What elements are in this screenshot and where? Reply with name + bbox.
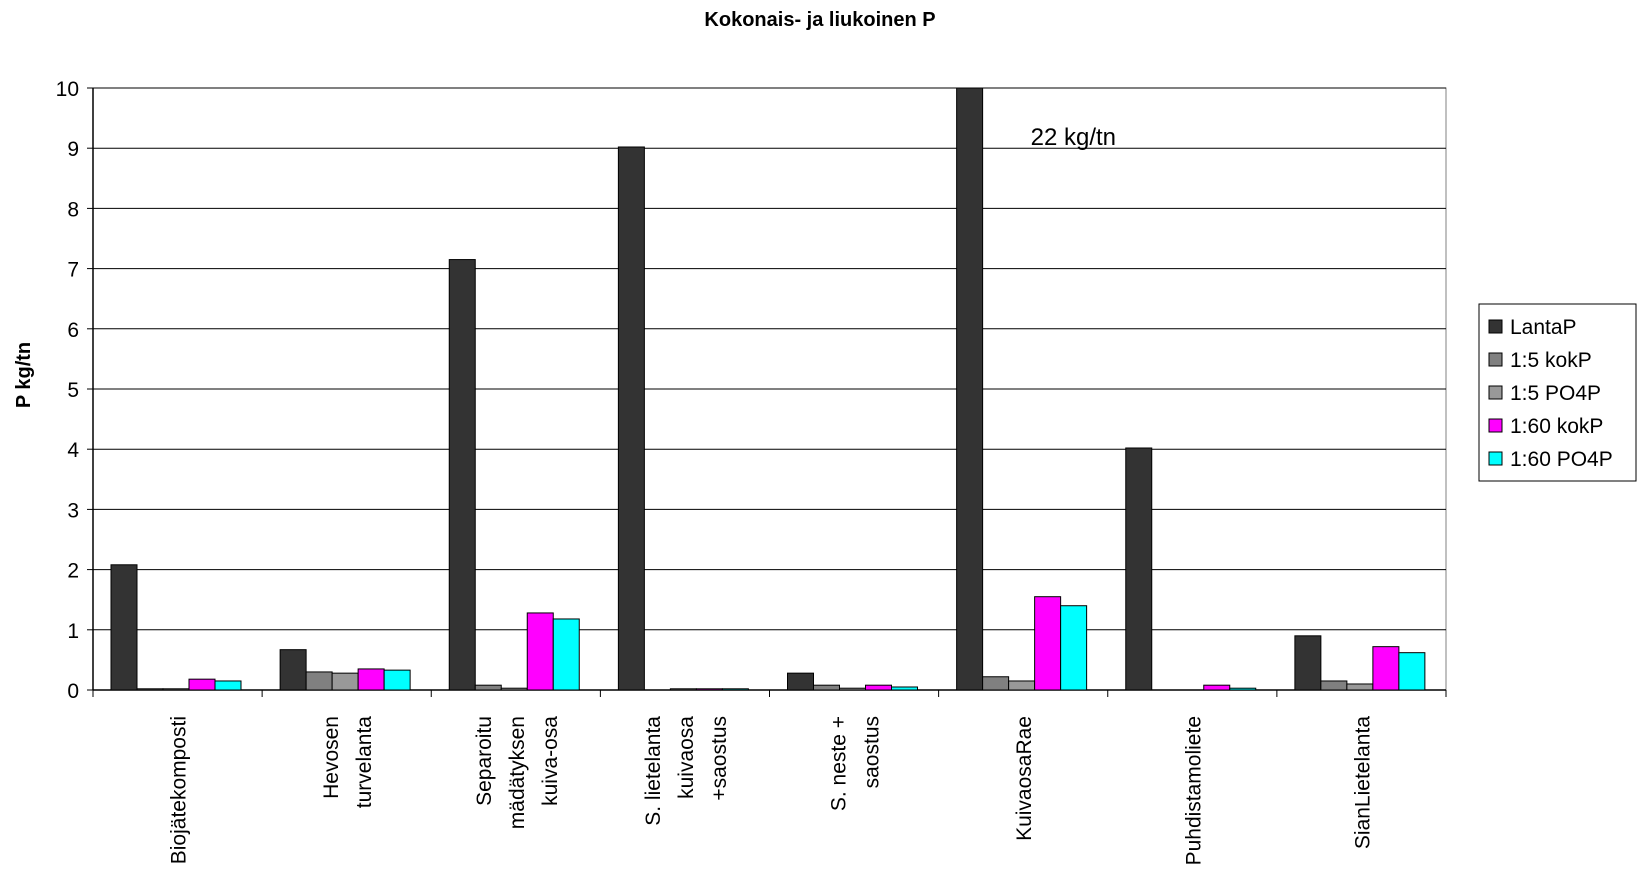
bar	[669, 688, 697, 691]
bar	[474, 684, 502, 691]
bar	[331, 672, 359, 691]
bar	[110, 564, 138, 691]
legend-swatch	[1488, 451, 1503, 466]
category-label: SianLietelanta	[1351, 716, 1374, 849]
legend-label: 1:5 kokP	[1510, 349, 1592, 372]
bar	[1372, 646, 1400, 691]
legend-box	[1478, 303, 1637, 482]
bar	[1346, 683, 1374, 691]
bar	[1294, 635, 1322, 691]
bar	[305, 671, 333, 691]
legend-swatch	[1488, 319, 1503, 334]
category-label: kuivaosa	[675, 716, 698, 799]
y-tick-label: 6	[67, 319, 79, 342]
category-label: kuiva-osa	[539, 716, 562, 806]
category-label: S. neste +	[828, 716, 851, 811]
category-label: KuivaosaRae	[1013, 716, 1036, 841]
legend-label: 1:5 PO4P	[1510, 382, 1601, 405]
bar	[1125, 447, 1153, 691]
bar	[839, 687, 866, 691]
annotation-label: 22 kg/tn	[1031, 124, 1116, 151]
bar	[136, 688, 164, 691]
bar	[1229, 687, 1257, 691]
category-label: mädätyksen	[506, 716, 529, 829]
y-tick-label: 10	[56, 78, 79, 101]
bar	[787, 672, 814, 691]
legend-label: 1:60 kokP	[1510, 415, 1603, 438]
category-label: saostus	[861, 716, 884, 788]
category-label: turvelanta	[353, 716, 376, 809]
bar	[448, 259, 476, 691]
bar	[1034, 596, 1062, 691]
legend-swatch	[1488, 352, 1503, 367]
category-label: Separoitu	[473, 716, 496, 806]
legend-label: 1:60 PO4P	[1510, 448, 1613, 471]
bar	[214, 680, 242, 691]
bar	[1203, 684, 1231, 691]
chart-title: Kokonais- ja liukoinen P	[704, 9, 935, 31]
bar	[500, 687, 528, 691]
bar	[188, 678, 216, 691]
y-axis-label: P kg/tn	[13, 342, 35, 408]
y-tick-label: 4	[67, 439, 79, 462]
bar	[891, 686, 918, 691]
y-tick-label: 3	[67, 499, 79, 522]
bar	[526, 612, 554, 691]
category-label: Hevosen	[320, 716, 343, 799]
bar	[956, 87, 984, 691]
bar	[162, 688, 190, 691]
bar	[552, 618, 580, 691]
y-tick-label: 1	[67, 620, 79, 643]
bar	[1008, 680, 1036, 691]
legend: LantaP 1:5 kokP 1:5 PO4P 1:60 kokP 1:60 PO4P	[1478, 303, 1637, 482]
bar	[982, 676, 1010, 691]
bar	[617, 146, 645, 691]
category-label: Biojätekomposti	[168, 716, 191, 864]
legend-swatch	[1488, 385, 1503, 400]
plot-area: 0 1 2 3 4 5 6 7 8 9 10 Biojätekomposti Hevosen turvel…	[56, 78, 1447, 865]
y-tick-label: 9	[67, 138, 79, 161]
bar	[695, 688, 723, 691]
y-tick-label: 8	[67, 198, 79, 221]
bar	[813, 684, 840, 691]
category-label: Puhdistamoliete	[1182, 716, 1205, 865]
bar	[1060, 605, 1088, 691]
y-tick-label: 7	[67, 259, 79, 282]
y-tick-label: 5	[67, 379, 79, 402]
bar	[865, 684, 892, 691]
category-label: S. lietelanta	[642, 716, 665, 826]
bar	[279, 649, 307, 691]
legend-swatch	[1488, 418, 1503, 433]
category-label: +saostus	[708, 716, 731, 801]
bar	[1320, 680, 1348, 691]
legend-label: LantaP	[1510, 316, 1577, 339]
bar	[1398, 652, 1426, 691]
bar	[357, 668, 385, 691]
y-tick-label: 2	[67, 560, 79, 583]
y-tick-label: 0	[67, 680, 79, 703]
bar	[383, 669, 411, 691]
bar	[721, 688, 749, 691]
